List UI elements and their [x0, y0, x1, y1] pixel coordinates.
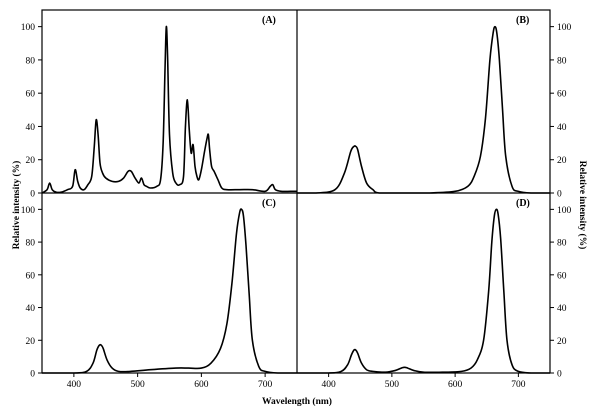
y-tick-label: 60: [26, 271, 36, 281]
panel-2: (B) 0 20 40 60 80 100: [297, 15, 572, 200]
spectrum-line-4-1: [297, 208, 550, 374]
y-tick-label: 20: [557, 337, 567, 347]
panels: (A) 0 20 40 60 80 100 (B) 0 20 40 60 80 100 (C) 0 20 40 60…: [21, 9, 572, 390]
y-tick-label: 0: [557, 370, 562, 380]
y-tick-label: 20: [557, 156, 567, 166]
y-tick-label: 100: [557, 206, 572, 216]
x-tick-label: 700: [511, 380, 526, 390]
y-tick-label: 80: [557, 239, 567, 249]
y-tick-label: 80: [557, 56, 567, 66]
y-tick-label: 0: [557, 190, 562, 200]
x-tick-label: 600: [194, 380, 209, 390]
x-axis-title: Wavelength (nm): [262, 396, 332, 407]
x-tick-label: 500: [131, 380, 146, 390]
panel-label: (C): [262, 198, 276, 209]
spectrum-line-1-1: [41, 25, 297, 194]
x-tick-label: 600: [448, 380, 463, 390]
x-tick-label: 500: [385, 380, 400, 390]
panel-4: (D) 0 20 40 60 80 100 400 500 600 700: [297, 198, 572, 390]
panel-1: (A) 0 20 40 60 80 100: [21, 15, 297, 200]
y-tick-label: 40: [557, 304, 567, 314]
y-tick-label: 100: [557, 23, 572, 33]
y-tick-label: 20: [26, 337, 36, 347]
y-tick-label: 20: [26, 156, 36, 166]
x-tick-label: 400: [67, 380, 82, 390]
y-axis-title-right: Relative intensity (%): [577, 161, 588, 250]
panel-3: (C) 0 20 40 60 80 100 400 500 600 700: [21, 198, 297, 390]
x-tick-label: 700: [258, 380, 273, 390]
panel-label: (B): [516, 15, 529, 26]
y-tick-label: 60: [26, 90, 36, 100]
spectrum-line-3-1: [42, 208, 297, 374]
y-tick-label: 80: [26, 239, 36, 249]
panel-label: (D): [516, 198, 530, 209]
y-tick-label: 0: [30, 190, 35, 200]
x-tick-label: 400: [322, 380, 337, 390]
y-tick-label: 40: [557, 123, 567, 133]
y-tick-label: 0: [30, 370, 35, 380]
y-tick-label: 60: [557, 90, 567, 100]
y-tick-label: 80: [26, 56, 36, 66]
y-axis-title-left: Relative intensity (%): [11, 161, 22, 250]
y-tick-label: 60: [557, 271, 567, 281]
spectrum-line-2-1: [297, 25, 550, 194]
y-tick-label: 40: [26, 304, 36, 314]
y-tick-label: 40: [26, 123, 36, 133]
y-tick-label: 100: [21, 206, 36, 216]
panel-label: (A): [262, 15, 276, 26]
y-tick-label: 100: [21, 23, 36, 33]
